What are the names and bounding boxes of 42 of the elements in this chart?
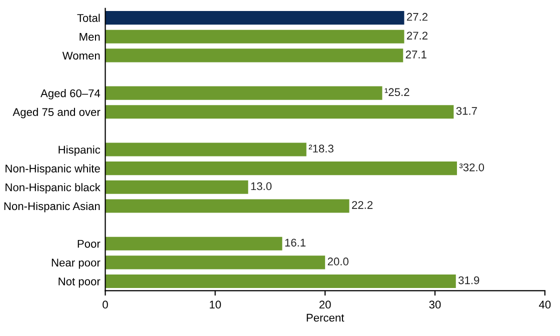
data-label: 31.9	[458, 276, 480, 284]
y-tick-label: Non-Hispanic black	[6, 183, 100, 194]
data-label: 27.2	[406, 12, 428, 21]
bar	[105, 180, 248, 194]
data-label: 27.2	[406, 32, 428, 40]
y-tick-label: Not poor	[58, 278, 100, 288]
bar	[105, 256, 326, 270]
bar	[105, 48, 404, 62]
data-label: 31.7	[456, 107, 477, 115]
data-label: 20.0	[328, 258, 348, 266]
y-tick-label: Total	[77, 14, 100, 22]
bar	[105, 86, 382, 100]
x-tick-label: 0	[102, 300, 108, 309]
data-label: ³32.0	[459, 163, 484, 172]
bar	[105, 236, 282, 250]
bar	[105, 199, 350, 213]
x-tick-label: 20	[319, 300, 331, 309]
y-tick-label: Women	[62, 52, 100, 60]
y-tick-label: Near poor	[52, 258, 100, 269]
bar	[105, 11, 404, 25]
bar	[105, 105, 454, 119]
data-label: 13.0	[251, 182, 272, 190]
y-tick-label: Non-Hispanic white	[6, 164, 100, 175]
data-label: 16.1	[285, 238, 306, 247]
y-tick-label: Hispanic	[58, 145, 100, 156]
data-label: 27.1	[406, 50, 426, 58]
data-label: ¹25.2	[384, 88, 410, 96]
y-tick-label: Non-Hispanic Asian	[4, 202, 100, 212]
x-tick-label: 10	[210, 300, 221, 309]
bar	[105, 274, 456, 288]
x-tick-label: 30	[429, 300, 441, 309]
y-tick-label: Poor	[78, 240, 100, 248]
x-tick-label: 40	[538, 300, 551, 309]
x-axis-title: Percent	[306, 314, 344, 322]
data-label: 22.2	[352, 201, 373, 209]
data-label: ²18.3	[308, 144, 334, 153]
bar	[105, 30, 404, 44]
y-tick-label: Men	[80, 33, 100, 41]
y-tick-label: Aged 60–74	[40, 89, 100, 100]
bar	[105, 162, 457, 176]
y-tick-label: Aged 75 and over	[12, 108, 100, 118]
bar	[105, 142, 306, 156]
